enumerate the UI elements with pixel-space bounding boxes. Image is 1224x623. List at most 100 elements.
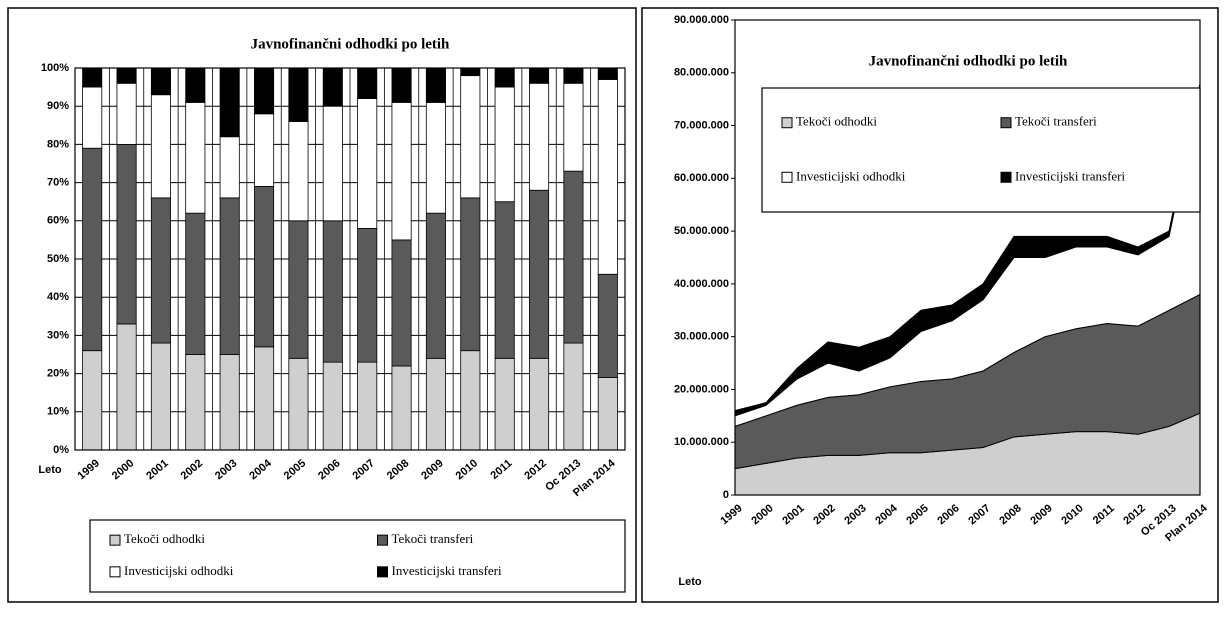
x-tick-label: 2012 xyxy=(1121,502,1147,527)
bar-segment xyxy=(357,98,378,229)
y-tick-label: 90% xyxy=(47,100,69,112)
bar-segment xyxy=(322,361,343,451)
bar-segment xyxy=(116,82,137,145)
bar-segment xyxy=(150,67,171,96)
x-tick-label: 1999 xyxy=(76,457,102,482)
legend-label: Investicijski transferi xyxy=(392,563,502,578)
legend-box xyxy=(89,519,626,593)
bar-segment xyxy=(391,239,412,367)
bar-segment xyxy=(185,67,206,103)
y-tick-label: 10.000.000 xyxy=(674,436,729,448)
y-tick-label: 80.000.000 xyxy=(674,67,729,79)
bar-segment xyxy=(322,105,343,222)
x-tick-label: 2004 xyxy=(247,457,274,482)
y-tick-label: 0 xyxy=(723,489,729,501)
legend-label: Tekoči odhodki xyxy=(124,531,205,546)
legend-label: Investicijski odhodki xyxy=(124,563,234,578)
x-tick-label: 2006 xyxy=(935,502,961,527)
plot-frame xyxy=(734,19,1201,496)
x-tick-label: 2002 xyxy=(179,457,205,482)
bar-segment xyxy=(494,67,515,88)
bar-segment xyxy=(116,323,137,451)
y-tick-label: 20% xyxy=(47,368,69,380)
legend-label: Tekoči odhodki xyxy=(796,114,877,129)
legend-label: Investicijski transferi xyxy=(1015,168,1125,183)
legend-swatch xyxy=(377,566,388,578)
bar-segment xyxy=(460,75,481,199)
x-tick-label: 2012 xyxy=(522,457,548,482)
bar-segment xyxy=(219,197,240,355)
bar-segment xyxy=(322,220,343,363)
legend-label: Investicijski odhodki xyxy=(796,168,906,183)
y-tick-label: 90.000.000 xyxy=(674,14,729,26)
y-tick-label: 60.000.000 xyxy=(674,172,729,184)
x-tick-label: 2007 xyxy=(966,502,992,527)
bar-segment xyxy=(391,365,412,451)
bar-segment xyxy=(460,197,481,352)
bar-segment xyxy=(254,67,275,115)
x-tick-label: 2009 xyxy=(1028,502,1054,527)
legend-label: Tekoči transferi xyxy=(1015,114,1097,129)
y-tick-label: 40.000.000 xyxy=(674,278,729,290)
x-tick-label: 2003 xyxy=(842,502,868,527)
x-tick-label: 2009 xyxy=(419,457,445,482)
bar-segment xyxy=(563,342,584,451)
bar-segment xyxy=(288,67,309,122)
x-tick-label: 2008 xyxy=(385,457,411,482)
bar-segment xyxy=(185,212,206,355)
x-tick-label: 2010 xyxy=(1059,502,1085,527)
x-tick-label: 2011 xyxy=(488,457,514,482)
bar-segment xyxy=(529,67,550,84)
x-tick-label: 2000 xyxy=(749,502,775,527)
bar-segment xyxy=(597,273,618,378)
bar-segment xyxy=(254,113,275,187)
y-tick-label: 40% xyxy=(47,291,69,303)
bar-segment xyxy=(425,212,446,359)
chart-title: Javnofinančni odhodki po letih xyxy=(251,36,450,52)
bar-segment xyxy=(254,186,275,348)
bar-segment xyxy=(494,357,515,451)
bar-segment xyxy=(494,201,515,359)
bar-segment xyxy=(322,67,343,107)
bar-segment xyxy=(391,101,412,241)
bar-segment xyxy=(563,82,584,172)
bar-segment xyxy=(425,101,446,214)
x-tick-label: 2001 xyxy=(144,457,170,482)
panel-frame xyxy=(7,7,637,603)
y-tick-label: 60% xyxy=(47,215,69,227)
legend-swatch xyxy=(377,534,388,546)
plot-frame xyxy=(74,67,626,451)
bar-segment xyxy=(425,67,446,103)
bar-segment xyxy=(494,86,515,203)
legend-swatch xyxy=(781,171,793,183)
y-tick-label: 70% xyxy=(47,177,69,189)
bar-segment xyxy=(357,228,378,363)
x-tick-label: 2010 xyxy=(454,457,480,482)
x-tick-label: 2002 xyxy=(811,502,837,527)
x-tick-label: 2004 xyxy=(873,502,900,527)
bar-segment xyxy=(150,342,171,451)
y-tick-label: 50% xyxy=(47,253,69,265)
y-tick-label: 30% xyxy=(47,329,69,341)
legend-swatch xyxy=(1000,171,1012,183)
bar-segment xyxy=(288,121,309,222)
bar-segment xyxy=(288,220,309,359)
bar-segment xyxy=(116,143,137,325)
x-axis-label: Leto xyxy=(678,576,702,588)
bar-segment xyxy=(597,67,618,80)
x-tick-label: 2005 xyxy=(904,502,930,527)
bar-segment xyxy=(425,357,446,451)
bar-segment xyxy=(150,197,171,344)
x-tick-label: 2001 xyxy=(780,502,806,527)
y-tick-label: 70.000.000 xyxy=(674,119,729,131)
x-tick-label: 2006 xyxy=(316,457,342,482)
legend-box xyxy=(761,87,1201,213)
bar-segment xyxy=(288,357,309,451)
bar-segment xyxy=(460,67,481,77)
y-tick-label: 50.000.000 xyxy=(674,225,729,237)
bar-segment xyxy=(82,67,103,88)
bar-segment xyxy=(185,101,206,214)
legend-label: Tekoči transferi xyxy=(392,531,474,546)
legend-swatch xyxy=(1000,117,1012,129)
